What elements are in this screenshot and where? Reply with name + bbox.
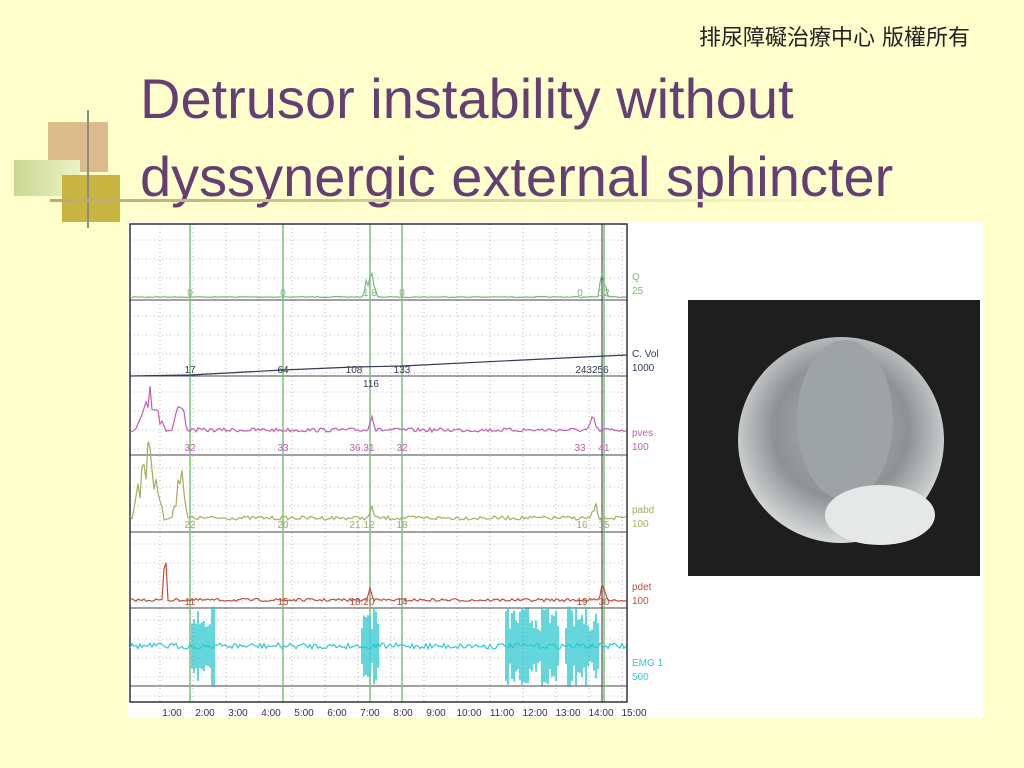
annotation: 22 [184, 520, 196, 531]
channel-scale: 100 [632, 596, 649, 607]
annotation: 19 [576, 597, 588, 608]
annotation: 108 [346, 365, 363, 376]
annotation: 14 [396, 597, 408, 608]
channel-label: pves [632, 428, 653, 439]
time-label: 4:00 [261, 708, 281, 719]
tracing-frame [129, 223, 628, 703]
annotation: 133 [394, 365, 411, 376]
annotation: 12 [598, 288, 610, 299]
time-label: 1:00 [162, 708, 182, 719]
channel-label: C. Vol [632, 349, 659, 360]
annotation: 18 [396, 520, 408, 531]
channel-scale: 100 [632, 442, 649, 453]
channel-label: Q [632, 272, 640, 283]
annotation: 18.20 [349, 597, 374, 608]
copyright: 排尿障礙治療中心 版權所有 [699, 26, 970, 51]
annotation: 32 [396, 443, 408, 454]
annotation: 0 [187, 288, 193, 299]
trace [129, 562, 627, 603]
annotation: 11 [185, 597, 196, 608]
annotation: 1.8 [363, 288, 377, 299]
channel-label: EMG 1 [632, 658, 664, 669]
annotation: 33 [277, 443, 289, 454]
time-label: 15:00 [621, 708, 646, 719]
time-label: 3:00 [228, 708, 248, 719]
channel-label: pdet [632, 582, 652, 593]
trace [129, 271, 627, 299]
time-label: 2:00 [195, 708, 215, 719]
channel-scale: 1000 [632, 363, 655, 374]
time-label: 14:00 [588, 708, 613, 719]
title-line: dyssynergic external sphincter [140, 145, 894, 208]
time-label: 7:00 [360, 708, 380, 719]
annotation: 41 [598, 443, 610, 454]
time-label: 12:00 [522, 708, 547, 719]
annotation: 32 [184, 443, 196, 454]
time-label: 9:00 [426, 708, 446, 719]
time-label: 6:00 [327, 708, 347, 719]
time-label: 10:00 [456, 708, 481, 719]
channel-scale: 500 [632, 672, 649, 683]
trace [129, 386, 627, 434]
annotation: 16 [576, 520, 588, 531]
annotation: 0 [280, 288, 286, 299]
annotation: 243256 [575, 365, 609, 376]
annotation: 20 [277, 520, 289, 531]
slide-title: Detrusor instability without dyssynergic… [140, 60, 893, 216]
annotation: 15 [277, 597, 289, 608]
time-label: 8:00 [393, 708, 413, 719]
title-line: Detrusor instability without [140, 67, 794, 130]
deco-line [50, 199, 870, 202]
channel-scale: 100 [632, 519, 649, 530]
annotation: 0 [577, 288, 583, 299]
time-label: 11:00 [490, 708, 515, 719]
xray-bright [825, 485, 935, 545]
channel-scale: 25 [632, 286, 644, 297]
annotation: 36.31 [349, 443, 374, 454]
trace [129, 354, 628, 377]
annotation: 116 [363, 379, 379, 390]
time-label: 5:00 [294, 708, 314, 719]
annotation: 0 [399, 288, 405, 299]
annotation: 17 [184, 365, 196, 376]
trace [129, 441, 627, 522]
annotation: 64 [277, 365, 289, 376]
xray-bladder [797, 340, 893, 500]
annotation: 30 [598, 597, 610, 608]
annotation: 21.12 [349, 520, 374, 531]
channel-label: pabd [632, 505, 654, 516]
time-label: 13:00 [555, 708, 580, 719]
annotation: 33 [574, 443, 586, 454]
annotation: 15 [598, 520, 610, 531]
deco-square [62, 175, 120, 222]
